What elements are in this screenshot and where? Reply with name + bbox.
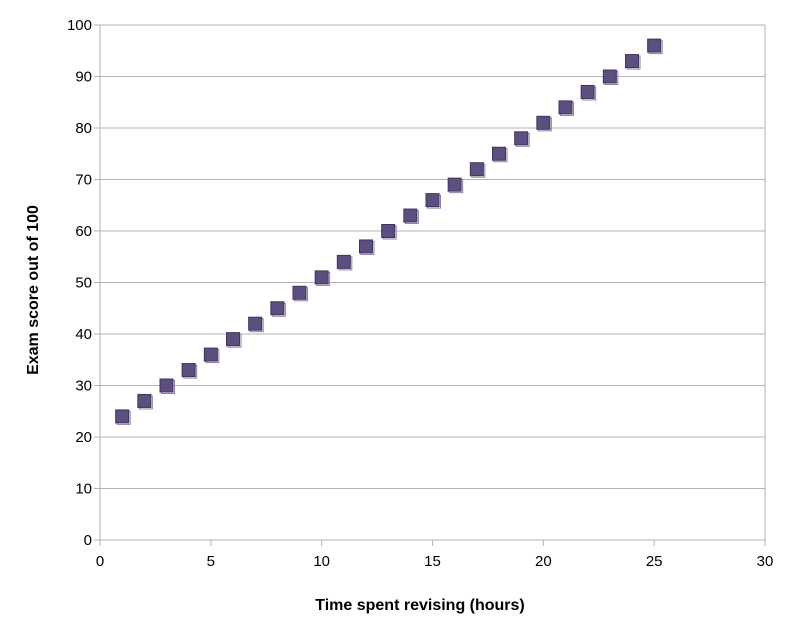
data-point — [292, 285, 308, 302]
data-point-marker — [625, 54, 639, 69]
data-point — [381, 224, 397, 240]
y-tick-label: 10 — [75, 481, 92, 498]
data-point-marker — [292, 285, 307, 300]
data-point — [558, 100, 574, 116]
data-point — [580, 84, 597, 101]
x-tick-label: 0 — [96, 553, 104, 570]
data-point-marker — [115, 409, 130, 424]
data-point-marker — [492, 146, 506, 161]
data-point-marker — [159, 378, 174, 393]
data-point — [181, 363, 198, 379]
data-point-marker — [447, 177, 462, 192]
x-axis-title: Time spent revising (hours) — [315, 597, 525, 614]
y-axis-ticks: 0 10 20 30 40 50 60 70 80 90 100 — [67, 17, 100, 549]
data-point — [270, 301, 286, 317]
y-tick-label: 40 — [75, 326, 92, 343]
data-point-marker — [181, 363, 196, 378]
y-tick-label: 100 — [67, 17, 92, 34]
y-axis-title: Exam score out of 100 — [25, 205, 42, 375]
data-point — [425, 193, 441, 209]
x-tick-label: 20 — [535, 553, 552, 570]
y-tick-label: 30 — [75, 378, 92, 395]
data-point — [203, 347, 220, 364]
data-point — [115, 409, 131, 425]
data-point-marker — [580, 84, 595, 99]
data-point — [403, 208, 419, 225]
data-point-marker — [558, 100, 573, 115]
x-axis-ticks: 0 5 10 15 20 25 30 — [96, 540, 774, 570]
data-point-marker — [514, 131, 529, 146]
data-point-marker — [336, 254, 351, 269]
data-point — [625, 54, 641, 70]
y-tick-label: 70 — [75, 172, 92, 189]
data-point-marker — [602, 69, 617, 84]
data-points — [115, 38, 663, 425]
x-tick-label: 10 — [313, 553, 330, 570]
data-point — [137, 393, 153, 410]
data-point-marker — [536, 115, 551, 130]
data-point-marker — [203, 347, 218, 362]
data-point-marker — [314, 270, 329, 285]
data-point-marker — [270, 301, 285, 316]
data-point — [226, 332, 242, 348]
y-tick-label: 50 — [75, 275, 92, 292]
x-tick-label: 15 — [424, 553, 441, 570]
data-point — [447, 177, 464, 194]
data-point-marker — [469, 162, 484, 177]
data-point — [536, 115, 552, 132]
x-tick-label: 5 — [207, 553, 215, 570]
data-point-marker — [359, 239, 373, 254]
data-point-marker — [226, 332, 240, 347]
data-point — [492, 146, 508, 163]
data-point — [514, 131, 530, 147]
x-tick-label: 30 — [757, 553, 774, 570]
data-point — [248, 316, 264, 333]
data-point-marker — [248, 316, 263, 331]
y-tick-label: 90 — [75, 69, 92, 86]
data-point-marker — [425, 193, 440, 208]
data-point-marker — [647, 38, 662, 53]
data-point — [359, 239, 375, 255]
data-point — [602, 69, 619, 85]
data-point — [336, 254, 353, 271]
y-tick-label: 80 — [75, 120, 92, 137]
y-tick-label: 60 — [75, 223, 92, 240]
data-point — [159, 378, 175, 394]
data-point — [647, 38, 663, 55]
gridlines — [100, 76, 765, 489]
data-point-marker — [381, 224, 396, 238]
data-point — [314, 270, 331, 286]
data-point — [469, 162, 486, 178]
y-tick-label: 0 — [84, 532, 92, 549]
y-tick-label: 20 — [75, 429, 92, 446]
data-point-marker — [403, 208, 418, 223]
x-tick-label: 25 — [646, 553, 663, 570]
data-point-marker — [137, 393, 152, 408]
